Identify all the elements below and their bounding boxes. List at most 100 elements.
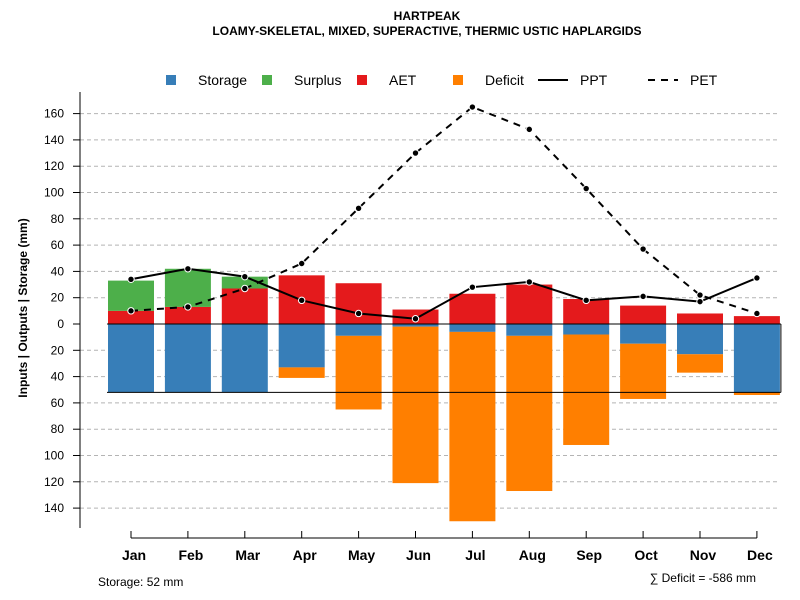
x-tick-label: Jan <box>122 547 146 563</box>
point-pet <box>468 103 477 111</box>
point-ppt <box>582 296 590 305</box>
point-pet <box>298 259 306 268</box>
y-tick-label: 60 <box>51 238 65 252</box>
point-ppt <box>753 274 761 282</box>
storage-capacity-line <box>107 323 782 393</box>
x-tick-label: Jun <box>406 547 431 563</box>
bar-aet <box>506 284 553 324</box>
point-ppt <box>411 315 420 323</box>
legend-label-aet: AET <box>389 72 417 88</box>
deficit-note: ∑ Deficit = -586 mm <box>650 571 756 585</box>
bar-series <box>108 268 780 522</box>
legend-label-deficit: Deficit <box>485 72 524 88</box>
bar-aet <box>164 306 211 324</box>
legend-label-pet: PET <box>690 72 718 88</box>
bar-deficit <box>335 335 382 410</box>
y-tick-label: 100 <box>44 186 64 200</box>
x-tick-label: Oct <box>634 547 658 563</box>
bar-aet <box>449 293 496 324</box>
y-tick-label: 120 <box>44 475 64 489</box>
point-ppt <box>184 265 192 273</box>
point-ppt <box>127 275 135 283</box>
chart-title: HARTPEAK <box>394 9 461 23</box>
line-ppt <box>130 267 758 320</box>
y-tick-label: 140 <box>44 133 64 147</box>
point-ppt <box>525 278 533 286</box>
bar-aet <box>620 305 667 324</box>
bar-aet <box>221 288 268 324</box>
y-axis-title: Inputs | Outputs | Storage (mm) <box>16 218 30 397</box>
bar-aet <box>677 313 723 324</box>
bar-deficit <box>620 343 667 399</box>
bar-aet <box>108 310 154 324</box>
x-tick-label: Nov <box>690 547 717 563</box>
axes: 160 140 120 100 80 60 40 20 0 20 40 60 80 100 120 140 Ja… <box>44 92 773 563</box>
legend-label-storage: Storage <box>198 72 247 88</box>
bar-storage <box>620 324 667 344</box>
point-pet <box>696 291 704 299</box>
bar-storage <box>221 324 268 393</box>
point-pet <box>582 184 590 193</box>
point-ppt <box>639 292 647 301</box>
bar-surplus <box>164 268 211 307</box>
x-tick-label: Jul <box>465 547 485 563</box>
bar-storage <box>449 324 496 332</box>
x-tick-label: May <box>348 547 375 563</box>
bar-deficit <box>449 331 496 522</box>
bar-storage <box>335 324 382 336</box>
y-tick-label: 120 <box>44 159 64 173</box>
point-pet <box>639 245 647 253</box>
bar-storage <box>563 324 610 335</box>
y-tick-label: 60 <box>51 396 65 410</box>
bar-storage <box>733 324 780 393</box>
legend-label-surplus: Surplus <box>294 72 341 88</box>
legend-swatch-aet <box>357 75 367 85</box>
point-ppt <box>241 272 249 281</box>
legend-swatch-deficit <box>453 75 463 85</box>
point-ppt <box>298 296 306 305</box>
bar-storage <box>392 324 439 327</box>
bar-deficit <box>563 334 610 445</box>
x-tick-label: Dec <box>747 547 773 563</box>
y-tick-label: 160 <box>44 107 64 121</box>
x-tick-label: Apr <box>293 547 318 563</box>
point-pet <box>411 149 420 157</box>
x-tick-label: Sep <box>576 547 602 563</box>
storage-note: Storage: 52 mm <box>98 575 183 589</box>
x-tick-label: Aug <box>519 547 546 563</box>
bar-deficit <box>733 392 780 396</box>
y-tick-label: 100 <box>44 449 64 463</box>
line-series <box>127 103 761 323</box>
bar-deficit <box>506 335 553 492</box>
bar-storage <box>278 324 325 368</box>
bar-aet <box>733 316 780 324</box>
point-pet <box>753 309 761 318</box>
chart-subtitle: LOAMY-SKELETAL, MIXED, SUPERACTIVE, THER… <box>212 24 641 38</box>
y-tick-label: 80 <box>51 212 65 226</box>
bar-deficit <box>278 367 325 378</box>
bar-storage <box>506 324 553 336</box>
point-pet <box>127 307 135 315</box>
point-ppt <box>354 309 363 318</box>
bar-storage <box>108 324 154 393</box>
x-tick-label: Mar <box>235 547 260 563</box>
y-tick-label: 40 <box>51 264 65 278</box>
line-pet <box>130 105 758 315</box>
legend: Storage Surplus AET Deficit PPT PET <box>166 72 718 88</box>
bar-deficit <box>392 326 439 484</box>
y-tick-label: 0 <box>57 317 64 331</box>
point-ppt <box>696 297 704 306</box>
bar-deficit <box>677 354 723 373</box>
y-tick-label: 40 <box>51 370 65 384</box>
y-tick-label: 80 <box>51 422 65 436</box>
point-ppt <box>468 283 477 291</box>
y-tick-label: 20 <box>51 343 65 357</box>
point-pet <box>525 125 533 134</box>
x-tick-label: Feb <box>178 547 203 563</box>
y-tick-label: 20 <box>51 291 65 305</box>
bar-aet <box>335 283 382 324</box>
bar-surplus <box>221 276 268 289</box>
bar-storage <box>164 324 211 393</box>
bar-storage <box>677 324 723 355</box>
